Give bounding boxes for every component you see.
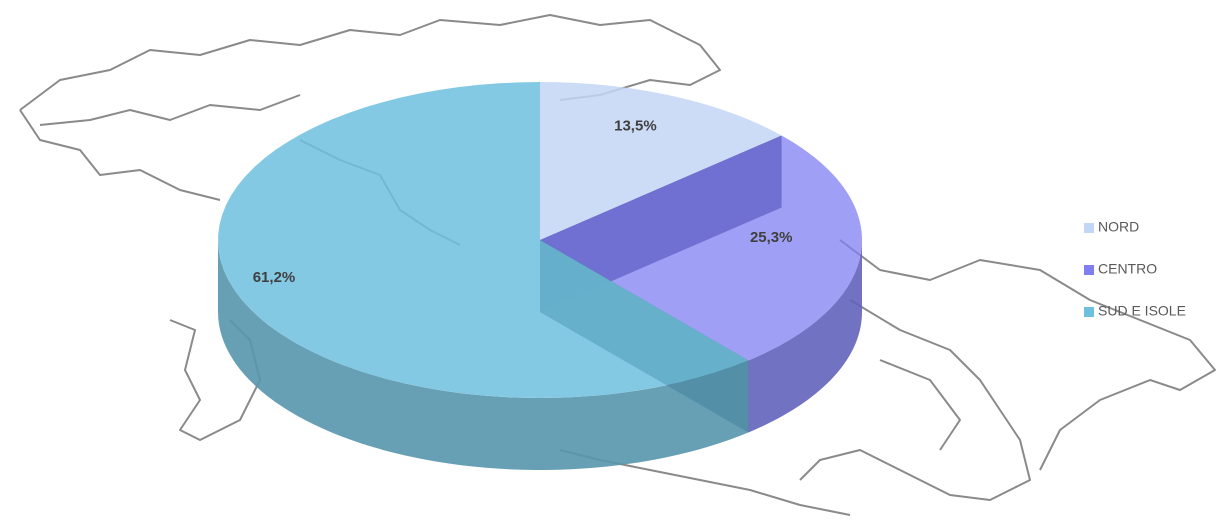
- legend-label: CENTRO: [1098, 261, 1157, 277]
- slice: [540, 135, 862, 361]
- map-background: [19, 14, 1216, 516]
- pie: 13,5% 25,3% 61,2%: [218, 82, 862, 470]
- legend-label: NORD: [1098, 219, 1139, 235]
- legend-swatch: [1084, 265, 1094, 275]
- legend: NORD CENTRO SUD E ISOLE: [1084, 219, 1186, 319]
- data-label: 25,3%: [750, 229, 793, 246]
- slice-side: [748, 240, 862, 433]
- slice-side: [218, 240, 749, 470]
- legend-swatch: [1084, 223, 1094, 233]
- data-label: 13,5%: [614, 117, 657, 134]
- legend-label: SUD E ISOLE: [1098, 303, 1186, 319]
- slice: [540, 82, 782, 240]
- slice: [218, 82, 749, 398]
- legend-swatch: [1084, 307, 1094, 317]
- data-label: 61,2%: [253, 269, 296, 286]
